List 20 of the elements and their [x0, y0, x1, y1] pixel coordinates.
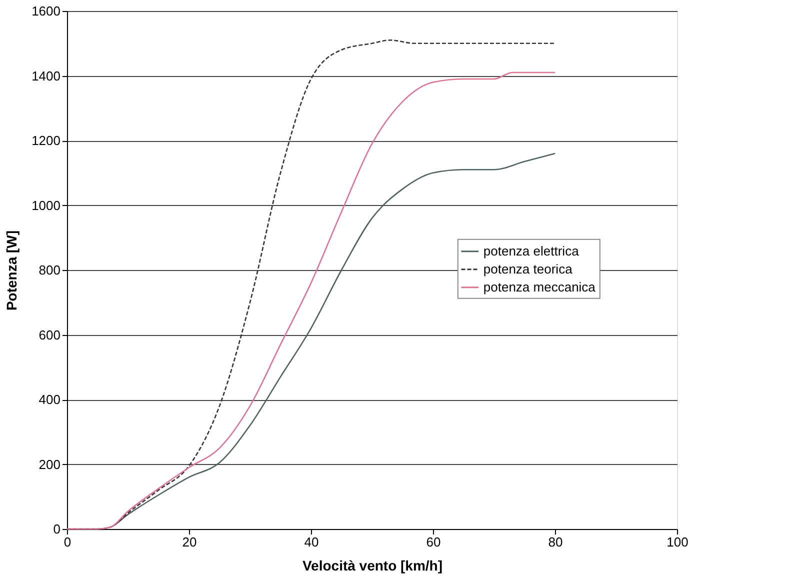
legend-label: potenza elettrica — [483, 243, 580, 258]
y-tick-label: 0 — [53, 522, 60, 536]
legend-label: potenza teorica — [483, 261, 574, 276]
y-tick-label: 1400 — [32, 68, 60, 84]
x-tick-label: 100 — [666, 534, 688, 550]
y-tick-label: 1200 — [32, 133, 60, 148]
y-tick-label: 400 — [38, 392, 60, 407]
x-tick-label: 0 — [64, 534, 72, 550]
y-tick-label: 600 — [38, 327, 60, 342]
x-tick-label: 60 — [426, 534, 441, 550]
x-tick-label: 20 — [182, 534, 197, 550]
y-tick-label: 200 — [38, 456, 60, 472]
x-tick-label: 80 — [548, 534, 563, 550]
x-axis-title: Velocità vento [km/h] — [302, 558, 443, 574]
x-tick-label: 40 — [304, 534, 319, 550]
y-tick-label: 1600 — [32, 4, 60, 18]
legend-label: potenza meccanica — [483, 279, 596, 294]
y-tick-label: 800 — [38, 262, 60, 278]
y-axis-title: Potenza [W] — [4, 230, 20, 311]
y-tick-label: 1000 — [32, 198, 60, 213]
